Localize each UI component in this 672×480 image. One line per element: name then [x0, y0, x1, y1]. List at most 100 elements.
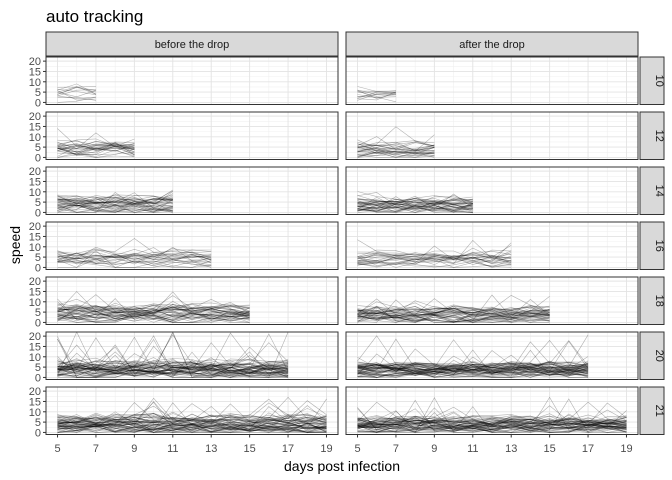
speed-trajectory-line — [57, 192, 173, 211]
speed-trajectory-line — [57, 307, 250, 322]
speed-trajectory-line — [57, 89, 96, 97]
speed-trajectory-line — [57, 254, 212, 265]
speed-trajectory-line — [357, 309, 550, 319]
speed-trajectory-line — [57, 252, 212, 260]
speed-trajectory-line — [57, 259, 212, 268]
speed-trajectory-line — [357, 412, 627, 426]
speed-trajectory-line — [357, 249, 512, 258]
speed-trajectory-line — [357, 147, 435, 154]
speed-trajectory-line — [357, 194, 473, 205]
speed-trajectory-line — [357, 201, 473, 211]
speed-trajectory-line — [357, 405, 627, 424]
speed-trajectory-line — [357, 250, 512, 260]
speed-trajectory-line — [57, 358, 289, 369]
speed-trajectory-line — [57, 369, 289, 378]
speed-trajectory-line — [357, 197, 473, 205]
speed-trajectory-line — [57, 96, 96, 101]
x-tick-label: 9 — [431, 443, 437, 455]
speed-trajectory-line — [357, 143, 435, 151]
speed-trajectory-line — [57, 200, 173, 211]
speed-trajectory-line — [57, 402, 327, 431]
speed-trajectory-line — [57, 195, 173, 204]
speed-trajectory-line — [57, 308, 250, 318]
row-strip — [639, 166, 665, 215]
y-tick-label: 0 — [35, 152, 41, 164]
row-strip-label: 12 — [653, 130, 665, 142]
y-tick-label: 0 — [35, 97, 41, 109]
speed-trajectory-line — [357, 91, 396, 93]
x-tick-label: 13 — [505, 443, 517, 455]
speed-trajectory-line — [357, 299, 550, 321]
speed-trajectory-line — [57, 368, 289, 378]
speed-trajectory-line — [357, 148, 435, 157]
speed-trajectory-line — [357, 425, 627, 433]
speed-trajectory-line — [357, 416, 627, 427]
speed-trajectory-line — [57, 414, 327, 432]
speed-trajectory-line — [57, 366, 289, 376]
speed-trajectory-line — [57, 194, 173, 206]
speed-trajectory-line — [357, 200, 473, 205]
speed-trajectory-line — [357, 415, 627, 425]
speed-trajectory-line — [57, 146, 135, 157]
speed-trajectory-line — [57, 145, 135, 156]
y-tick-label: 5 — [35, 362, 41, 374]
speed-trajectory-line — [57, 420, 327, 431]
speed-trajectory-line — [57, 358, 289, 369]
speed-trajectory-line — [357, 304, 550, 315]
speed-trajectory-line — [57, 332, 289, 378]
speed-trajectory-line — [57, 254, 212, 266]
panel-border — [45, 331, 339, 380]
speed-trajectory-line — [357, 414, 627, 423]
speed-trajectory-line — [57, 423, 327, 433]
speed-trajectory-line — [57, 304, 250, 312]
speed-trajectory-line — [357, 423, 627, 430]
speed-trajectory-line — [57, 303, 250, 314]
speed-trajectory-line — [57, 301, 250, 314]
speed-trajectory-line — [57, 339, 289, 376]
panel-border — [45, 276, 339, 325]
speed-trajectory-line — [57, 204, 173, 213]
speed-trajectory-line — [57, 86, 96, 95]
speed-trajectory-line — [57, 363, 289, 374]
speed-trajectory-line — [57, 342, 289, 371]
speed-trajectory-line — [357, 424, 627, 433]
y-tick-label: 10 — [29, 132, 41, 144]
speed-trajectory-line — [57, 397, 327, 426]
speed-trajectory-line — [357, 423, 627, 433]
speed-trajectory-line — [57, 309, 250, 320]
speed-trajectory-line — [57, 202, 173, 211]
speed-trajectory-line — [357, 334, 589, 375]
speed-trajectory-line — [57, 311, 250, 321]
speed-trajectory-line — [57, 252, 212, 264]
speed-trajectory-line — [357, 354, 589, 376]
speed-trajectory-line — [57, 302, 250, 314]
speed-trajectory-line — [57, 142, 135, 152]
speed-trajectory-line — [357, 357, 589, 374]
speed-trajectory-line — [57, 304, 250, 314]
speed-trajectory-line — [357, 314, 550, 323]
speed-trajectory-line — [57, 424, 327, 433]
speed-trajectory-line — [357, 367, 589, 377]
speed-trajectory-line — [57, 312, 250, 323]
speed-trajectory-line — [357, 298, 550, 323]
speed-trajectory-line — [57, 142, 135, 150]
speed-trajectory-line — [357, 202, 473, 213]
speed-trajectory-line — [357, 296, 550, 317]
speed-trajectory-line — [57, 201, 173, 211]
x-tick-label: 5 — [54, 443, 60, 455]
speed-trajectory-line — [357, 298, 550, 319]
speed-trajectory-line — [357, 141, 435, 147]
speed-trajectory-line — [357, 294, 550, 315]
speed-trajectory-line — [357, 195, 473, 207]
facet-panels: before the drop after the drop10051015201… — [29, 31, 665, 455]
speed-trajectory-line — [57, 253, 212, 264]
speed-trajectory-line — [357, 309, 550, 317]
speed-trajectory-line — [357, 308, 550, 318]
speed-trajectory-line — [357, 411, 627, 429]
speed-trajectory-line — [357, 91, 396, 97]
speed-trajectory-line — [357, 312, 550, 322]
speed-trajectory-line — [57, 308, 250, 319]
speed-trajectory-line — [57, 304, 250, 314]
panel-border — [345, 166, 639, 215]
speed-trajectory-line — [357, 361, 589, 372]
